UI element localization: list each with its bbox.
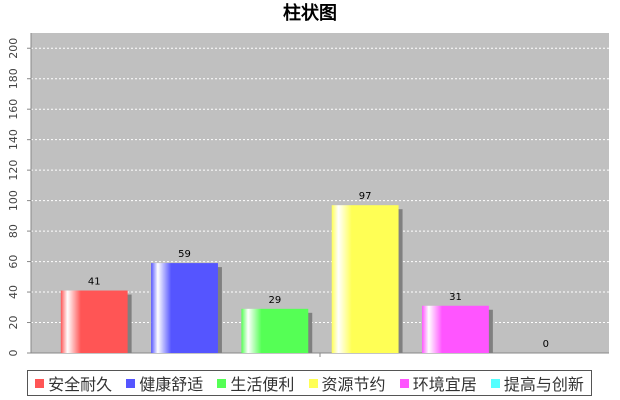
legend-swatch — [308, 378, 318, 388]
data-label: 0 — [543, 339, 549, 350]
legend-item: 安全耐久 — [35, 371, 112, 395]
chart: 柱状图 0 20 40 60 80 100 120 140 160 180 200 41 59 29 97 3… — [7, 2, 609, 357]
legend: 安全耐久 健康舒适 生活便利 资源节约 环境宜居 提高与创新 — [27, 370, 592, 396]
data-label: 97 — [359, 191, 372, 202]
data-label: 41 — [88, 277, 101, 288]
bar — [331, 205, 399, 353]
legend-label: 安全耐久 — [48, 375, 113, 394]
y-tick-label: 80 — [7, 224, 20, 238]
y-tick-label: 100 — [7, 190, 20, 211]
y-tick-label: 120 — [7, 160, 20, 181]
data-label: 29 — [268, 295, 281, 306]
legend-label: 提高与创新 — [503, 375, 584, 394]
legend-swatch — [399, 378, 409, 388]
legend-item: 环境宜居 — [399, 371, 477, 395]
y-tick-label: 180 — [7, 68, 20, 89]
legend-label: 生活便利 — [230, 375, 295, 394]
data-label: 31 — [449, 292, 462, 303]
legend-label: 健康舒适 — [139, 375, 204, 394]
legend-swatch — [126, 378, 136, 388]
legend-swatch — [490, 378, 500, 388]
legend-item: 健康舒适 — [126, 371, 203, 395]
chart-title: 柱状图 — [283, 2, 337, 24]
legend-label: 资源节约 — [321, 375, 386, 394]
bar — [422, 305, 489, 353]
y-tick-label: 20 — [7, 316, 20, 330]
legend-item: 资源节约 — [308, 371, 386, 395]
legend-label: 环境宜居 — [412, 375, 477, 394]
y-tick-label: 140 — [7, 129, 20, 150]
legend-item: 提高与创新 — [490, 371, 584, 395]
y-tick-label: 200 — [7, 38, 20, 59]
legend-item: 生活便利 — [217, 371, 294, 395]
bar — [151, 263, 218, 353]
y-tick-label: 0 — [7, 350, 20, 357]
data-label: 59 — [178, 249, 191, 260]
y-tick-label: 160 — [7, 99, 20, 120]
y-tick-label: 40 — [7, 285, 20, 299]
y-tick-label: 60 — [7, 255, 20, 269]
legend-swatch — [35, 378, 45, 388]
legend-swatch — [217, 378, 227, 388]
bar — [241, 308, 309, 353]
bar — [60, 290, 128, 353]
